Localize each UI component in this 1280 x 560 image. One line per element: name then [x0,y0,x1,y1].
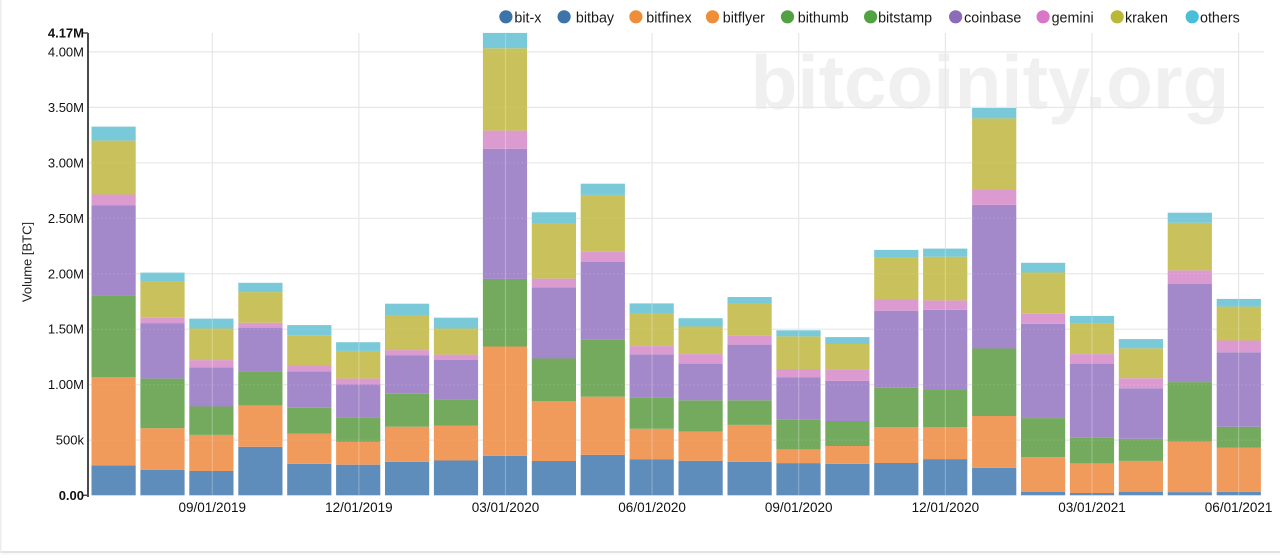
svg-text:12/01/2020: 12/01/2020 [912,500,980,515]
svg-text:3.50M: 3.50M [48,100,84,115]
svg-text:kraken: kraken [1125,10,1168,26]
svg-text:bitflyer: bitflyer [723,10,765,26]
svg-text:bithumb: bithumb [798,10,849,26]
svg-text:bitbay: bitbay [576,10,615,26]
svg-text:Volume [BTC]: Volume [BTC] [20,222,35,302]
svg-text:2.00M: 2.00M [48,266,84,281]
svg-text:coinbase: coinbase [964,10,1021,26]
svg-text:12/01/2019: 12/01/2019 [325,500,393,515]
svg-text:03/01/2020: 03/01/2020 [472,500,540,515]
svg-text:0.00: 0.00 [59,488,84,503]
svg-text:03/01/2021: 03/01/2021 [1058,500,1126,515]
svg-text:09/01/2019: 09/01/2019 [179,500,247,515]
svg-text:06/01/2021: 06/01/2021 [1205,500,1273,515]
svg-text:4.00M: 4.00M [48,44,84,59]
svg-text:4.17M: 4.17M [48,26,84,41]
svg-text:09/01/2020: 09/01/2020 [765,500,833,515]
svg-text:others: others [1200,10,1240,26]
svg-text:gemini: gemini [1052,10,1094,26]
svg-text:bit-x: bit-x [514,10,541,26]
svg-text:bitfinex: bitfinex [646,10,691,26]
svg-text:bitstamp: bitstamp [878,10,932,26]
svg-text:500k: 500k [56,433,85,448]
svg-text:3.00M: 3.00M [48,155,84,170]
svg-text:2.50M: 2.50M [48,211,84,226]
svg-text:06/01/2020: 06/01/2020 [618,500,686,515]
svg-text:1.00M: 1.00M [48,377,84,392]
svg-text:1.50M: 1.50M [48,322,84,337]
